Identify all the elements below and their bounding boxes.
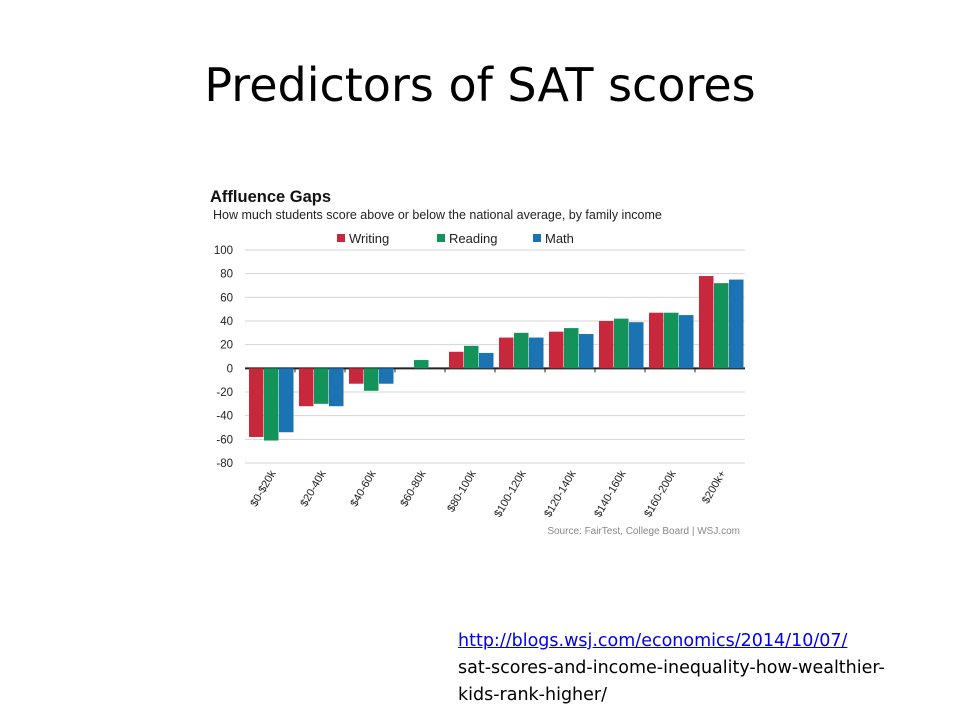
y-tick-label: -40 [216, 411, 233, 423]
bar-writing-2 [349, 368, 364, 384]
bar-reading-8 [664, 312, 679, 369]
bar-writing-9 [699, 276, 714, 369]
bar-reading-2 [364, 368, 379, 391]
bar-writing-8 [649, 312, 664, 369]
legend-label-reading: Reading [449, 231, 497, 246]
y-tick-label: 80 [220, 269, 233, 281]
bar-math-8 [679, 315, 694, 369]
x-tick-label: $60-80k [398, 468, 429, 509]
bar-math-9 [729, 279, 744, 369]
bar-math-1 [329, 368, 344, 407]
source-url-end: kids-rank-higher/ [458, 685, 608, 705]
chart-legend: Writing Reading Math [337, 231, 574, 246]
bar-reading-3 [414, 360, 429, 369]
x-tick-label: $100-120k [492, 468, 529, 519]
x-tick-label: $20-40k [298, 468, 329, 509]
bar-math-2 [379, 368, 394, 384]
source-link-block: http://blogs.wsj.com/economics/2014/10/0… [458, 628, 958, 709]
x-tick-label: $200k+ [700, 469, 729, 507]
y-tick-label: 20 [220, 340, 233, 352]
y-tick-label: -80 [216, 458, 233, 470]
y-tick-label: -20 [216, 387, 233, 399]
slide-title: Predictors of SAT scores [204, 58, 756, 112]
y-tick-label: 40 [220, 316, 233, 328]
bar-writing-6 [549, 331, 564, 369]
y-tick-label: 100 [214, 245, 233, 257]
bar-math-7 [629, 322, 644, 369]
legend-swatch-writing [337, 234, 345, 242]
chart-source: Source: FairTest, College Board | WSJ.co… [547, 526, 740, 537]
bar-math-6 [579, 334, 594, 369]
x-tick-label: $0-$20k [248, 468, 279, 509]
legend-swatch-math [533, 234, 541, 242]
x-tick-label: $140-160k [592, 468, 629, 519]
x-tick-label: $80-100k [445, 468, 479, 514]
y-tick-label: 0 [227, 363, 233, 375]
chart-bars [249, 276, 744, 441]
chart-subtitle: How much students score above or below t… [213, 208, 662, 222]
bar-writing-1 [299, 368, 314, 407]
legend-label-writing: Writing [349, 231, 389, 246]
source-url-continuation: sat-scores-and-income-inequality-how-wea… [458, 658, 885, 678]
bar-math-4 [479, 352, 494, 369]
legend-label-math: Math [545, 231, 574, 246]
x-tick-label: $120-140k [542, 468, 579, 519]
source-url-link[interactable]: http://blogs.wsj.com/economics/2014/10/0… [458, 631, 848, 651]
bar-reading-4 [464, 345, 479, 369]
x-axis-ticks: $0-$20k $20-40k $40-60k $60-80k $80-100k $100… [248, 468, 728, 519]
bar-reading-1 [314, 368, 329, 404]
bar-reading-7 [614, 318, 629, 369]
bar-writing-5 [499, 337, 514, 369]
chart-title: Affluence Gaps [210, 188, 331, 206]
affluence-gaps-chart: Affluence Gaps How much students score a… [210, 188, 745, 537]
bar-reading-6 [564, 328, 579, 369]
bar-reading-0 [264, 368, 279, 441]
y-tick-label: -60 [216, 434, 233, 446]
x-tick-label: $40-60k [348, 468, 379, 509]
legend-swatch-reading [437, 234, 445, 242]
bar-math-0 [279, 368, 294, 433]
bar-reading-9 [714, 283, 729, 369]
bar-writing-0 [249, 368, 264, 437]
bar-writing-7 [599, 321, 614, 369]
y-tick-label: 60 [220, 292, 233, 304]
x-tick-label: $160-200k [642, 468, 679, 519]
bar-reading-5 [514, 332, 529, 369]
y-axis-ticks: 100 80 60 40 20 0 -20 -40 -60 -80 [214, 245, 233, 470]
bar-math-5 [529, 337, 544, 369]
bar-writing-4 [449, 351, 464, 369]
